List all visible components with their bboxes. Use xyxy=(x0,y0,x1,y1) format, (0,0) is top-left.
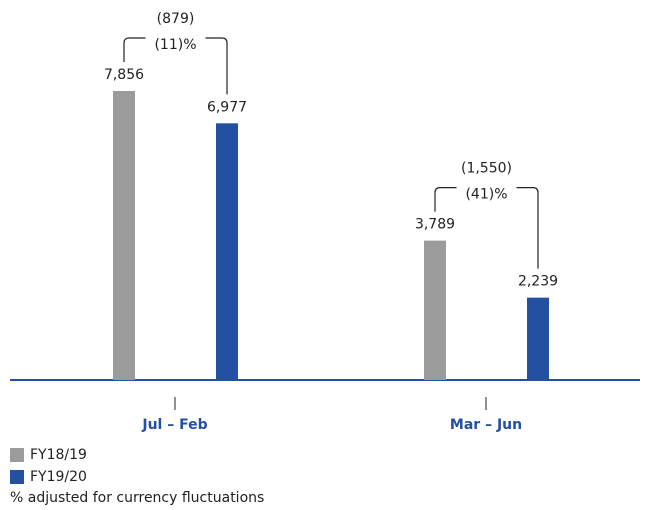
bar xyxy=(113,91,135,380)
footnote: % adjusted for currency fluctuations xyxy=(10,490,264,506)
annotation-percent: (41)% xyxy=(465,187,507,203)
value-label: 2,239 xyxy=(518,274,558,290)
legend-label: FY19/20 xyxy=(30,469,87,485)
annotation-percent: (11)% xyxy=(154,37,196,53)
bracket xyxy=(123,37,228,95)
value-label: 3,789 xyxy=(415,217,455,233)
bar xyxy=(216,123,238,380)
value-label: 6,977 xyxy=(207,99,247,115)
legend-swatch xyxy=(10,448,24,462)
legend-swatch xyxy=(10,470,24,484)
category-label: Mar – Jun xyxy=(450,417,522,433)
category-label: Jul – Feb xyxy=(141,417,207,433)
annotation-change: (879) xyxy=(157,11,195,27)
legend-label: FY18/19 xyxy=(30,447,87,463)
bar xyxy=(424,240,446,380)
value-label: 7,856 xyxy=(104,67,144,83)
bracket xyxy=(434,187,539,269)
annotation-change: (1,550) xyxy=(461,161,512,177)
bar xyxy=(527,297,549,380)
